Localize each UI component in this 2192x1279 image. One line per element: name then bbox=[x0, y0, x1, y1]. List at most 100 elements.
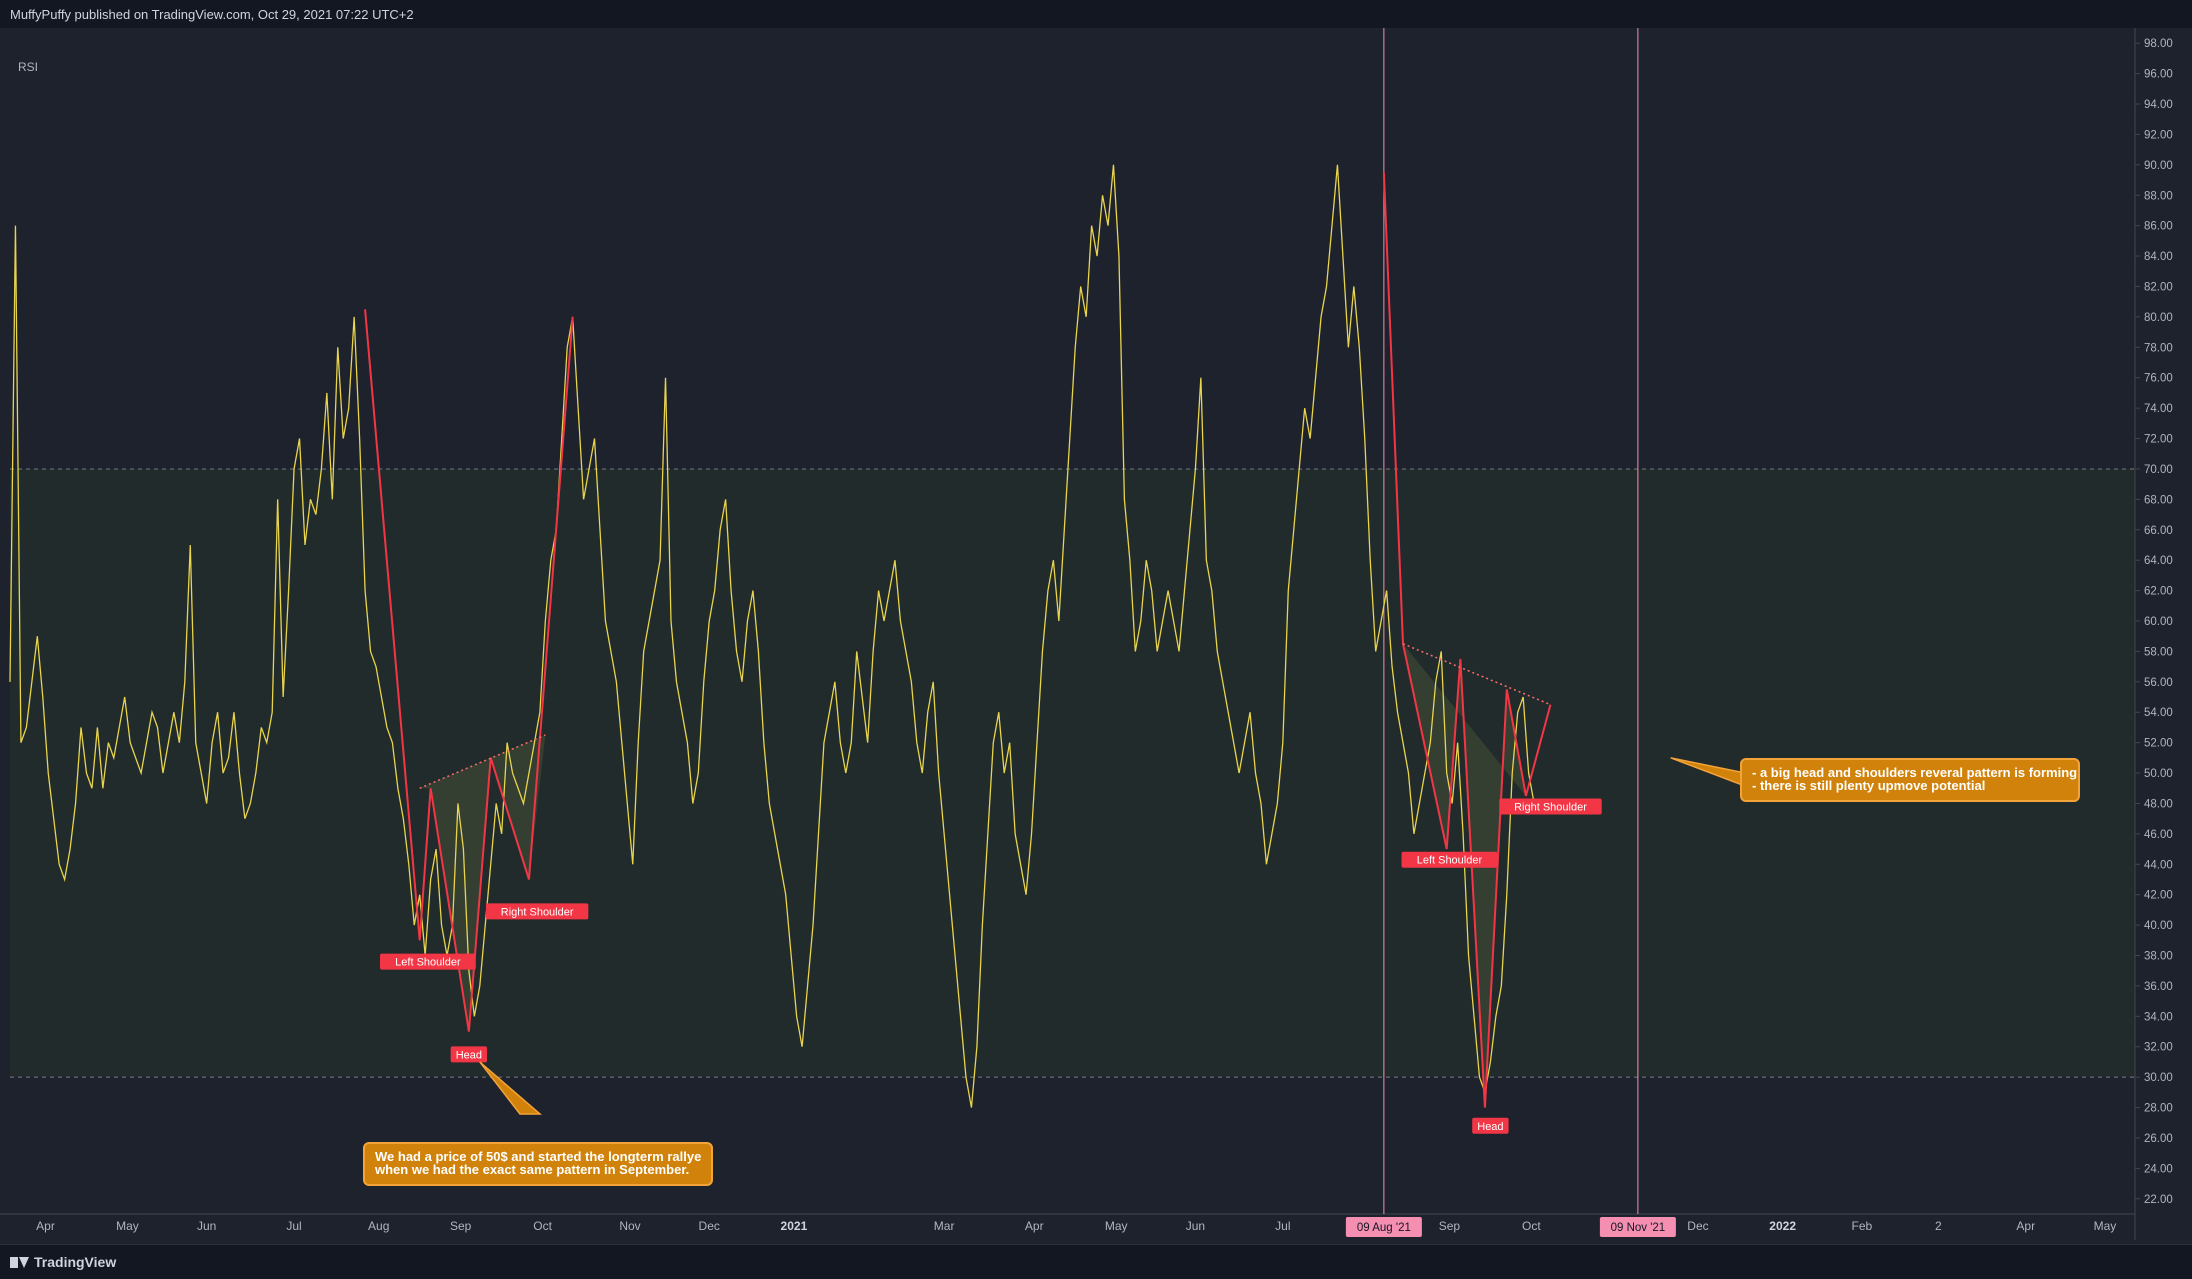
y-tick-label: 66.00 bbox=[2144, 525, 2173, 537]
x-tick-label: Apr bbox=[1025, 1219, 1044, 1233]
callout-left-line-1: We had a price of 50$ and started the lo… bbox=[375, 1149, 702, 1164]
pattern-label: Right Shoulder bbox=[1514, 802, 1587, 814]
y-tick-label: 54.00 bbox=[2144, 707, 2173, 719]
y-tick-label: 68.00 bbox=[2144, 494, 2173, 506]
y-tick-label: 52.00 bbox=[2144, 738, 2173, 750]
pattern-label-bg bbox=[485, 903, 589, 920]
x-tick-label: Oct bbox=[1522, 1219, 1541, 1233]
y-tick-label: 78.00 bbox=[2144, 342, 2173, 354]
bottom-bar: TradingView bbox=[0, 1244, 2192, 1279]
chart-area[interactable]: Left Shoulder Head Right Shoulder Left Shou… bbox=[0, 28, 2192, 1248]
pattern-neckline-1 bbox=[1402, 643, 1551, 706]
y-tick-label: 76.00 bbox=[2144, 373, 2173, 385]
callout-left-pointer bbox=[479, 1061, 543, 1115]
y-tick-label: 58.00 bbox=[2144, 646, 2173, 658]
pattern-label: Head bbox=[1477, 1121, 1503, 1133]
pattern-label-bg bbox=[450, 1046, 488, 1063]
y-tick-label: 70.00 bbox=[2144, 464, 2173, 476]
x-tick-label: Jun bbox=[1186, 1219, 1205, 1233]
y-tick-label: 38.00 bbox=[2144, 951, 2173, 963]
y-tick-label: 72.00 bbox=[2144, 434, 2173, 446]
date-marker-label-bg-1 bbox=[1599, 1217, 1676, 1237]
x-tick-label: 2021 bbox=[781, 1219, 808, 1233]
rsi-chart[interactable]: Left Shoulder Head Right Shoulder Left Shou… bbox=[0, 28, 2192, 1248]
x-tick-label: Aug bbox=[368, 1219, 389, 1233]
date-marker-label: 09 Nov '21 bbox=[1611, 1222, 1666, 1234]
y-tick-label: 46.00 bbox=[2144, 829, 2173, 841]
x-tick-label: Dec bbox=[1687, 1219, 1708, 1233]
x-tick-label: Apr bbox=[2016, 1219, 2035, 1233]
y-tick-label: 34.00 bbox=[2144, 1011, 2173, 1023]
y-tick-label: 90.00 bbox=[2144, 160, 2173, 172]
y-tick-label: 92.00 bbox=[2144, 129, 2173, 141]
y-tick-label: 56.00 bbox=[2144, 677, 2173, 689]
x-tick-label: 2022 bbox=[1769, 1219, 1796, 1233]
publisher-text: MuffyPuffy published on TradingView.com,… bbox=[10, 7, 414, 22]
x-tick-label: Apr bbox=[36, 1219, 55, 1233]
top-bar: MuffyPuffy published on TradingView.com,… bbox=[0, 0, 2192, 28]
pattern-label-bg bbox=[1499, 798, 1602, 815]
pattern-label: Left Shoulder bbox=[395, 957, 461, 969]
x-tick-label: Sep bbox=[450, 1219, 472, 1233]
pattern-label-bg bbox=[379, 953, 476, 970]
y-tick-label: 42.00 bbox=[2144, 890, 2173, 902]
y-tick-label: 94.00 bbox=[2144, 99, 2173, 111]
x-tick-label: 2 bbox=[1935, 1219, 1942, 1233]
x-tick-label: Nov bbox=[619, 1219, 640, 1233]
y-tick-label: 88.00 bbox=[2144, 190, 2173, 202]
pattern-fill-0 bbox=[419, 735, 546, 1032]
pattern-fill-1 bbox=[1402, 643, 1526, 1108]
callout-right-line-2: - there is still plenty upmove potential bbox=[1752, 778, 1986, 793]
pattern-label-bg bbox=[1472, 1117, 1509, 1134]
x-tick-label: May bbox=[1105, 1219, 1128, 1233]
x-tick-label: May bbox=[116, 1219, 139, 1233]
pattern-label-bg bbox=[1401, 851, 1498, 868]
x-tick-label: Jul bbox=[1275, 1219, 1290, 1233]
date-marker-label: 09 Aug '21 bbox=[1357, 1222, 1411, 1234]
tradingview-logo-icon bbox=[10, 1256, 29, 1268]
y-tick-label: 44.00 bbox=[2144, 859, 2173, 871]
pattern-path-1 bbox=[1382, 172, 1552, 1108]
y-tick-label: 82.00 bbox=[2144, 281, 2173, 293]
y-tick-label: 62.00 bbox=[2144, 586, 2173, 598]
y-tick-label: 32.00 bbox=[2144, 1042, 2173, 1054]
rsi-series-line bbox=[9, 164, 1535, 1108]
y-tick-label: 98.00 bbox=[2144, 38, 2173, 50]
y-tick-label: 64.00 bbox=[2144, 555, 2173, 567]
callout-right-line-1: - a big head and shoulders reveral patte… bbox=[1752, 765, 2078, 780]
pattern-label: Left Shoulder bbox=[1417, 855, 1483, 867]
callout-left: We had a price of 50$ and started the lo… bbox=[363, 1142, 713, 1186]
x-tick-label: Jul bbox=[286, 1219, 301, 1233]
pattern-label: Head bbox=[456, 1049, 482, 1061]
tradingview-brand: TradingView bbox=[34, 1254, 117, 1270]
y-tick-label: 40.00 bbox=[2144, 920, 2173, 932]
y-tick-label: 84.00 bbox=[2144, 251, 2173, 263]
y-tick-label: 60.00 bbox=[2144, 616, 2173, 628]
y-tick-label: 50.00 bbox=[2144, 768, 2173, 780]
pattern-path-0 bbox=[364, 309, 574, 1032]
x-tick-label: Jun bbox=[197, 1219, 216, 1233]
y-tick-label: 96.00 bbox=[2144, 69, 2173, 81]
indicator-label: RSI bbox=[18, 60, 39, 74]
callout-right: - a big head and shoulders reveral patte… bbox=[1740, 758, 2080, 802]
date-marker-label-bg-0 bbox=[1345, 1217, 1422, 1237]
y-tick-label: 48.00 bbox=[2144, 798, 2173, 810]
y-tick-label: 36.00 bbox=[2144, 981, 2173, 993]
x-tick-label: Mar bbox=[934, 1219, 955, 1233]
y-tick-label: 24.00 bbox=[2144, 1163, 2173, 1175]
y-tick-label: 30.00 bbox=[2144, 1072, 2173, 1084]
y-tick-label: 28.00 bbox=[2144, 1103, 2173, 1115]
y-tick-label: 80.00 bbox=[2144, 312, 2173, 324]
x-tick-label: Feb bbox=[1852, 1219, 1873, 1233]
x-tick-label: Sep bbox=[1439, 1219, 1461, 1233]
y-tick-label: 26.00 bbox=[2144, 1133, 2173, 1145]
y-tick-label: 86.00 bbox=[2144, 221, 2173, 233]
x-tick-label: Dec bbox=[699, 1219, 720, 1233]
x-tick-label: Oct bbox=[533, 1219, 552, 1233]
x-tick-label: May bbox=[2094, 1219, 2117, 1233]
y-tick-label: 74.00 bbox=[2144, 403, 2173, 415]
callout-left-line-2: when we had the exact same pattern in Se… bbox=[375, 1162, 690, 1177]
pattern-label: Right Shoulder bbox=[501, 906, 574, 918]
y-tick-label: 22.00 bbox=[2144, 1194, 2173, 1206]
tradingview-logo[interactable]: TradingView bbox=[10, 1254, 116, 1270]
